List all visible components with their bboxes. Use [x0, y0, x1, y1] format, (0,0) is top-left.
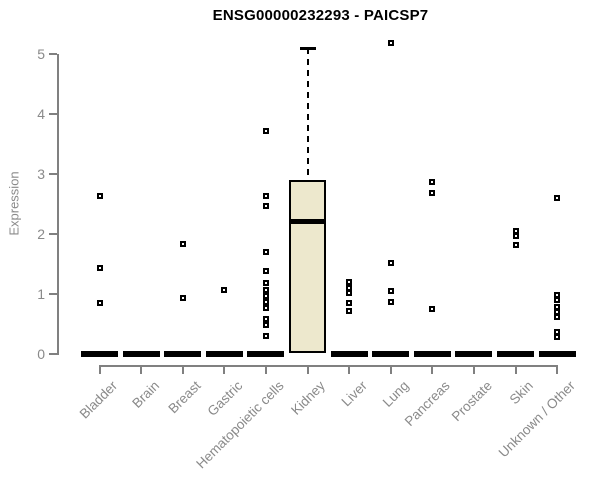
y-tick-label: 0 [37, 345, 45, 362]
outlier-point [346, 279, 353, 286]
y-axis-line [57, 54, 59, 355]
outlier-point [96, 300, 103, 307]
outlier-point [262, 203, 269, 210]
outlier-point [221, 287, 228, 293]
x-tick-mark [223, 366, 226, 374]
outlier-point [262, 315, 269, 322]
outlier-point [346, 290, 353, 296]
x-tick-mark [472, 366, 475, 374]
x-tick-mark [181, 366, 184, 374]
y-tick-label: 1 [37, 285, 45, 302]
outlier-point [262, 304, 269, 311]
boxplot-zero-bar [81, 350, 118, 357]
outlier-point [262, 192, 269, 199]
x-tick-mark [556, 366, 559, 374]
boxplot-zero-bar [205, 350, 243, 357]
outlier-point [387, 298, 394, 305]
x-category-label: Prostate [448, 378, 495, 425]
outlier-point [262, 292, 269, 299]
outlier-point [387, 288, 394, 295]
outlier-point [346, 307, 353, 314]
boxplot-zero-bar [455, 350, 493, 357]
outlier-point [512, 242, 519, 249]
outlier-point [96, 192, 103, 199]
y-tick-mark [49, 172, 57, 175]
outlier-point [179, 294, 186, 301]
boxplot-zero-bar [497, 350, 534, 357]
y-tick-mark [49, 53, 57, 55]
x-tick-mark [98, 366, 101, 374]
chart-title: ENSG00000232293 - PAICSP7 [212, 7, 429, 24]
outlier-point [554, 194, 561, 201]
outlier-point [262, 279, 269, 286]
outlier-point [554, 297, 561, 304]
outlier-point [96, 264, 103, 271]
y-tick-label: 2 [37, 225, 45, 242]
y-tick-mark [49, 292, 57, 295]
boxplot-median [291, 219, 324, 225]
outlier-point [262, 321, 269, 328]
outlier-point [262, 298, 269, 305]
outlier-point [429, 306, 436, 313]
boxplot-zero-bar [372, 350, 410, 357]
y-tick-mark [49, 352, 57, 355]
x-tick-mark [348, 366, 351, 374]
boxplot-zero-bar [164, 350, 202, 357]
outlier-point [262, 287, 269, 293]
outlier-point [554, 303, 561, 310]
outlier-point [512, 227, 519, 234]
outlier-point [346, 300, 353, 307]
outlier-point [554, 291, 561, 298]
x-category-label: Kidney [288, 378, 329, 418]
outlier-point [554, 313, 561, 320]
x-tick-mark [389, 366, 392, 374]
boxplot-zero-bar [330, 350, 368, 357]
x-category-label: Breast [165, 378, 204, 417]
y-tick-mark [49, 232, 57, 235]
outlier-point [429, 179, 436, 186]
outlier-point [179, 240, 186, 247]
x-tick-mark [431, 366, 434, 374]
boxplot-zero-bar [413, 350, 451, 357]
x-category-label: Unknown / Other [495, 378, 578, 461]
y-tick-label: 4 [37, 105, 45, 122]
outlier-point [262, 267, 269, 274]
boxplot-zero-bar [247, 350, 285, 357]
boxplot-whisker-cap [299, 46, 316, 50]
x-category-label: Skin [506, 378, 537, 408]
x-tick-mark [264, 366, 267, 374]
outlier-point [262, 128, 269, 135]
outlier-point [554, 333, 561, 340]
outlier-point [346, 284, 353, 291]
boxplot-zero-bar [538, 350, 576, 357]
x-tick-mark [514, 366, 517, 374]
y-tick-mark [49, 112, 57, 115]
y-tick-label: 5 [37, 46, 45, 62]
x-axis-line [99, 365, 558, 367]
outlier-point [429, 189, 436, 196]
x-tick-mark [140, 366, 143, 374]
outlier-point [387, 40, 394, 47]
boxplot-box [289, 179, 326, 354]
boxplot-whisker [306, 48, 309, 180]
outlier-point [512, 233, 519, 240]
outlier-point [262, 249, 269, 256]
x-category-label: Gastric [204, 378, 245, 419]
outlier-point [262, 333, 269, 340]
x-category-label: Liver [338, 378, 370, 410]
y-tick-label: 3 [37, 165, 45, 182]
x-category-label: Brain [128, 378, 162, 411]
x-category-label: Bladder [76, 378, 121, 422]
x-category-label: Lung [379, 378, 412, 410]
boxplot-zero-bar [122, 350, 160, 357]
x-tick-mark [306, 366, 309, 374]
outlier-point [387, 260, 394, 267]
